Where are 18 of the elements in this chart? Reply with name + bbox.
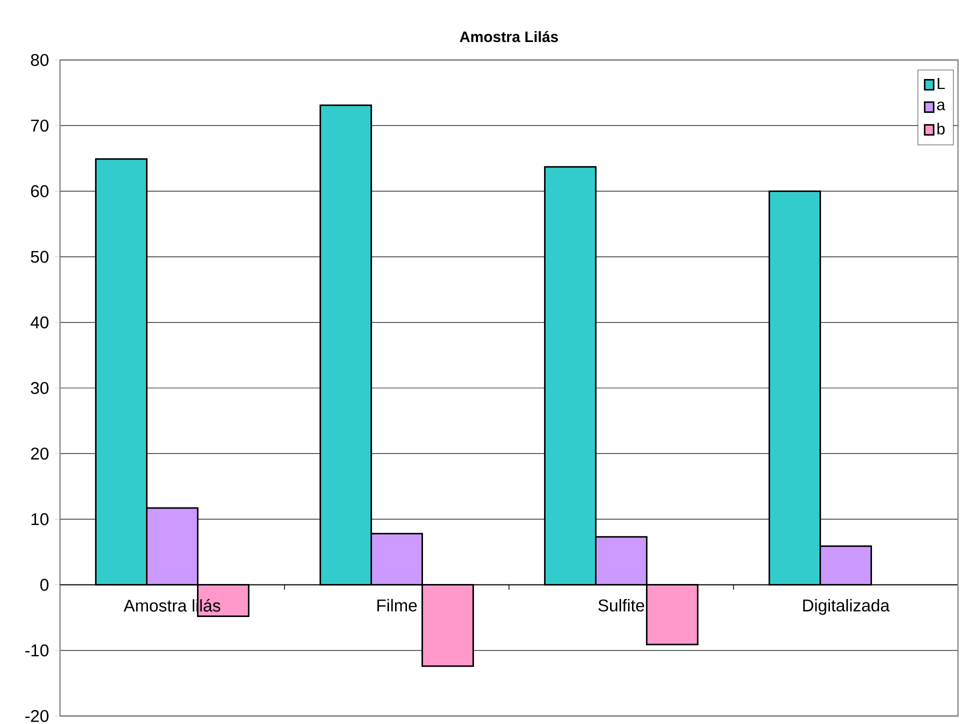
legend-label: a xyxy=(937,102,946,110)
y-tick-label: 40 xyxy=(30,316,48,328)
legend-label: L xyxy=(938,78,945,90)
legend-label: b xyxy=(937,122,945,134)
y-tick-label: -20 xyxy=(25,710,48,722)
x-tick-label: Sulfite xyxy=(598,599,644,612)
chart-title: Amostra Lilás xyxy=(460,30,558,42)
x-tick-label: Digitalizada xyxy=(803,599,890,615)
y-tick-label: 10 xyxy=(32,513,48,526)
y-tick-label: 0 xyxy=(40,578,48,591)
y-tick-label: 20 xyxy=(31,448,48,460)
y-tick-label: -10 xyxy=(25,644,48,656)
x-tick-label: Filme xyxy=(377,599,417,612)
y-tick-label: 50 xyxy=(30,250,48,263)
y-tick-label: 70 xyxy=(31,120,48,132)
y-tick-label: 60 xyxy=(31,185,48,198)
y-tick-label: 80 xyxy=(30,54,48,66)
y-tick-label: 30 xyxy=(30,382,48,394)
